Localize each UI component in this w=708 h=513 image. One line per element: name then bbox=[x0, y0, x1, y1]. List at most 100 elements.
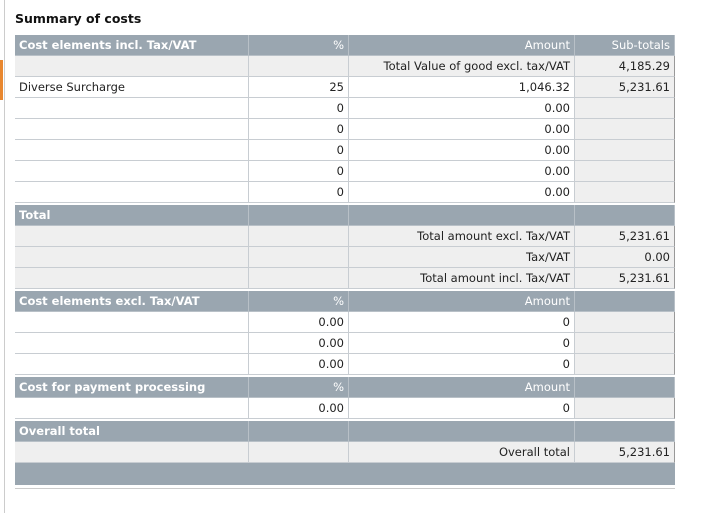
cell: Overall total bbox=[15, 421, 249, 442]
table-row: Overall total 5,231.61 bbox=[15, 442, 675, 463]
cell: Diverse Surcharge bbox=[15, 77, 249, 98]
table-row: Total amount excl. Tax/VAT 5,231.61 bbox=[15, 226, 675, 247]
cell: 0.00 bbox=[575, 247, 675, 268]
cell: 0 bbox=[249, 98, 349, 119]
title: Summary of costs bbox=[15, 11, 142, 26]
cell: 5,231.61 bbox=[575, 442, 675, 463]
cell: 0.00 bbox=[349, 182, 575, 203]
cell bbox=[15, 182, 249, 203]
cell bbox=[575, 312, 675, 333]
table-row: 0 0.00 bbox=[15, 161, 675, 182]
table-row: 0.00 0 bbox=[15, 312, 675, 333]
cell bbox=[15, 119, 249, 140]
cell bbox=[349, 421, 575, 442]
cell: Total Value of good excl. tax/VAT bbox=[349, 56, 575, 77]
cell: Tax/VAT bbox=[349, 247, 575, 268]
cost-table: Cost elements incl. Tax/VAT% Amount Sub-to… bbox=[15, 35, 675, 463]
cell: Total amount excl. Tax/VAT bbox=[349, 226, 575, 247]
cell: 0.00 bbox=[249, 354, 349, 375]
cell: % bbox=[249, 377, 349, 398]
cell: Amount bbox=[349, 377, 575, 398]
table-row: 0 0.00 bbox=[15, 140, 675, 161]
cell bbox=[575, 161, 675, 182]
cell: 0.00 bbox=[349, 98, 575, 119]
cell: Cost elements incl. Tax/VAT bbox=[15, 35, 249, 56]
table-row: Total amount incl. Tax/VAT 5,231.61 bbox=[15, 268, 675, 289]
cell bbox=[249, 442, 349, 463]
cell bbox=[249, 226, 349, 247]
cell: 0 bbox=[349, 312, 575, 333]
table-row: Tax/VAT 0.00 bbox=[15, 247, 675, 268]
cell: 0.00 bbox=[349, 140, 575, 161]
table-row: 0.00 0 bbox=[15, 398, 675, 419]
cell bbox=[15, 442, 249, 463]
section-header: Total bbox=[15, 205, 675, 226]
cell bbox=[15, 56, 249, 77]
section-header: Overall total bbox=[15, 421, 675, 442]
cell: 0.00 bbox=[349, 119, 575, 140]
cell bbox=[249, 247, 349, 268]
cell bbox=[249, 56, 349, 77]
cell: 0.00 bbox=[349, 161, 575, 182]
cell: Total amount incl. Tax/VAT bbox=[349, 268, 575, 289]
cell: Sub-totals bbox=[575, 35, 675, 56]
table-row: 0 0.00 bbox=[15, 182, 675, 203]
cell bbox=[15, 161, 249, 182]
cell: 5,231.61 bbox=[575, 268, 675, 289]
cell: 0 bbox=[349, 333, 575, 354]
cell: Total bbox=[15, 205, 249, 226]
cell bbox=[349, 205, 575, 226]
cell bbox=[575, 119, 675, 140]
cell bbox=[249, 268, 349, 289]
cell bbox=[15, 226, 249, 247]
table-row: 0.00 0 bbox=[15, 333, 675, 354]
cell bbox=[15, 312, 249, 333]
cell bbox=[15, 268, 249, 289]
cell bbox=[249, 205, 349, 226]
cell: Cost elements excl. Tax/VAT bbox=[15, 291, 249, 312]
cell bbox=[575, 205, 675, 226]
bottom-line bbox=[15, 488, 675, 489]
cell bbox=[575, 398, 675, 419]
cell: 5,231.61 bbox=[575, 77, 675, 98]
cell bbox=[575, 291, 675, 312]
cell: 4,185.29 bbox=[575, 56, 675, 77]
section-header: Cost elements excl. Tax/VAT% Amount bbox=[15, 291, 675, 312]
cell: 1,046.32 bbox=[349, 77, 575, 98]
cell: 0 bbox=[349, 354, 575, 375]
cell bbox=[575, 182, 675, 203]
cell: 0 bbox=[249, 182, 349, 203]
table-row: 0 0.00 bbox=[15, 98, 675, 119]
footer-bar bbox=[15, 463, 675, 485]
cell bbox=[15, 333, 249, 354]
side-marker bbox=[0, 60, 3, 100]
cell: 5,231.61 bbox=[575, 226, 675, 247]
cell: 0.00 bbox=[249, 333, 349, 354]
section-header: Cost elements incl. Tax/VAT% Amount Sub-to… bbox=[15, 35, 675, 56]
cell: 0 bbox=[349, 398, 575, 419]
cell: Amount bbox=[349, 35, 575, 56]
cell bbox=[15, 354, 249, 375]
cell: 0 bbox=[249, 161, 349, 182]
cell: % bbox=[249, 291, 349, 312]
table-row: Diverse Surcharge 25 1,046.32 5,231.61 bbox=[15, 77, 675, 98]
cell bbox=[575, 333, 675, 354]
table-row: 0 0.00 bbox=[15, 119, 675, 140]
cell bbox=[575, 140, 675, 161]
cell bbox=[575, 98, 675, 119]
table-row: 0.00 0 bbox=[15, 354, 675, 375]
cell bbox=[15, 140, 249, 161]
cell: Overall total bbox=[349, 442, 575, 463]
cell bbox=[575, 421, 675, 442]
cell bbox=[15, 247, 249, 268]
cell bbox=[575, 377, 675, 398]
cell bbox=[15, 98, 249, 119]
cell: 0.00 bbox=[249, 312, 349, 333]
cell: 25 bbox=[249, 77, 349, 98]
cell: 0.00 bbox=[249, 398, 349, 419]
section-header: Cost for payment processing% Amount bbox=[15, 377, 675, 398]
cell: Amount bbox=[349, 291, 575, 312]
cell: % bbox=[249, 35, 349, 56]
cell: 0 bbox=[249, 119, 349, 140]
